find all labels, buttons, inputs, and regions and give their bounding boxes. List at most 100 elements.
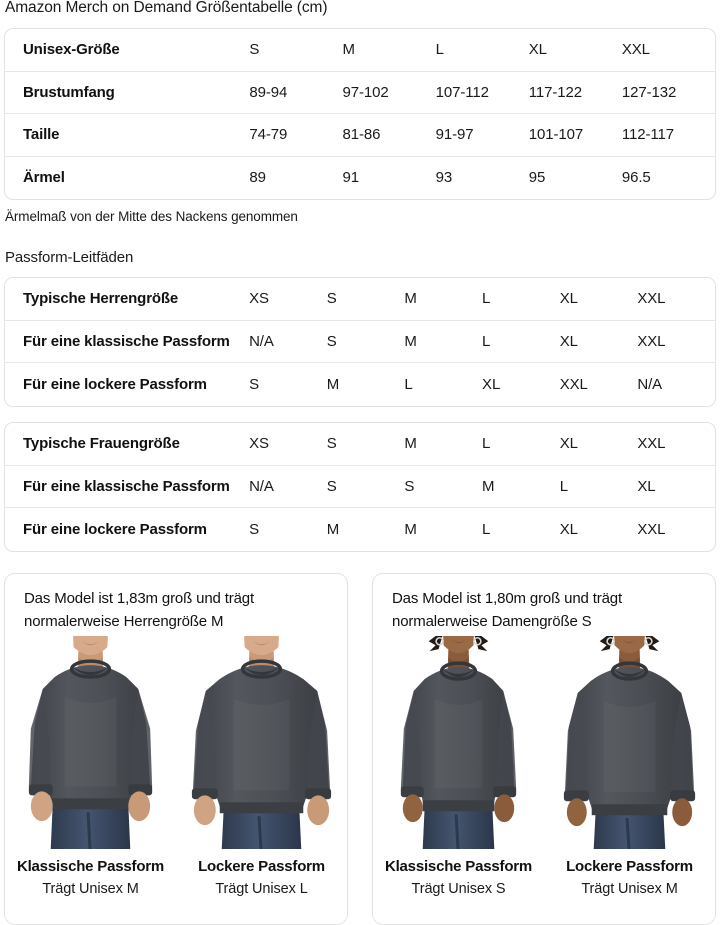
womens-classic-fit-label-group: Klassische Passform Trägt Unisex S bbox=[373, 856, 544, 900]
womens-fit-col-header: M bbox=[404, 435, 417, 453]
row-value: 101-107 bbox=[528, 126, 584, 144]
sizing-table-col-header: L bbox=[435, 41, 444, 59]
row-value: 95 bbox=[528, 169, 546, 187]
row-value: XL bbox=[559, 520, 578, 538]
womens-fit-col-header: XXL bbox=[637, 435, 666, 453]
row-value: M bbox=[326, 520, 340, 538]
row-label: Für eine lockere Passform bbox=[23, 375, 207, 393]
male-model-relaxed-figure bbox=[191, 636, 332, 849]
mens-fit-col-header: XL bbox=[559, 290, 578, 308]
row-value: 91 bbox=[342, 169, 360, 187]
womens-fit-col-header: XS bbox=[249, 435, 269, 453]
mens-model-photos bbox=[5, 636, 347, 849]
mens-classic-fit-photo bbox=[5, 636, 176, 849]
male-model-classic-figure bbox=[28, 636, 153, 849]
row-value: XL bbox=[637, 477, 656, 495]
row-label: Taille bbox=[23, 126, 60, 144]
row-value: S bbox=[249, 375, 259, 393]
womens-fit-col-header: L bbox=[482, 435, 491, 453]
row-value: 91-97 bbox=[435, 126, 474, 144]
row-value: N/A bbox=[637, 375, 663, 393]
row-value: 74-79 bbox=[249, 126, 288, 144]
table-header-row: Typische Herrengröße XS S M L XL XXL bbox=[5, 278, 715, 321]
table-row: Für eine klassische Passform N/A S S M L… bbox=[5, 466, 715, 508]
row-value: L bbox=[559, 477, 568, 495]
table-header-row: Typische Frauengröße XS S M L XL XXL bbox=[5, 423, 715, 466]
row-value: 127-132 bbox=[621, 83, 677, 101]
row-value: 89-94 bbox=[249, 83, 288, 101]
row-value: 81-86 bbox=[342, 126, 381, 144]
mens-fit-col-header: L bbox=[482, 290, 491, 308]
table-header-row: Unisex-Größe S M L XL XXL bbox=[5, 29, 715, 72]
row-value: 93 bbox=[435, 169, 453, 187]
fit-name: Klassische Passform bbox=[384, 858, 533, 875]
sizing-table-header-label: Unisex-Größe bbox=[23, 41, 120, 59]
womens-fit-col-header: XL bbox=[559, 435, 578, 453]
row-value: XL bbox=[482, 375, 501, 393]
female-model-relaxed-figure bbox=[563, 636, 696, 849]
row-value: M bbox=[326, 375, 340, 393]
row-value: M bbox=[482, 477, 495, 495]
womens-classic-fit-photo bbox=[373, 636, 544, 849]
fit-name: Lockere Passform bbox=[566, 858, 693, 875]
table-row: Brustumfang 89-94 97-102 107-112 117-122… bbox=[5, 72, 715, 114]
row-value: XXL bbox=[637, 332, 666, 350]
mens-fit-guide-table: Typische Herrengröße XS S M L XL XXL Für… bbox=[4, 277, 716, 407]
table-row: Für eine lockere Passform S M M L XL XXL bbox=[5, 508, 715, 551]
mens-fit-col-header: M bbox=[404, 290, 417, 308]
row-value: N/A bbox=[249, 332, 274, 350]
row-value: S bbox=[326, 477, 337, 495]
row-value: S bbox=[326, 332, 337, 350]
sizing-table-col-header: XXL bbox=[621, 41, 650, 59]
row-value: S bbox=[249, 520, 259, 538]
row-label: Für eine lockere Passform bbox=[23, 520, 207, 538]
sizing-table: Unisex-Größe S M L XL XXL Brustumfang 89… bbox=[4, 28, 716, 200]
row-value: 112-117 bbox=[621, 126, 674, 144]
womens-fit-labels: Klassische Passform Trägt Unisex S Locke… bbox=[373, 856, 715, 900]
row-value: S bbox=[404, 477, 415, 495]
mens-fit-table-header-label: Typische Herrengröße bbox=[23, 290, 179, 308]
row-value: 117-122 bbox=[528, 83, 582, 101]
mens-fit-col-header: XS bbox=[249, 290, 269, 308]
row-value: M bbox=[404, 520, 417, 538]
female-model-classic-figure bbox=[400, 636, 517, 849]
row-value: XXL bbox=[559, 375, 588, 393]
row-label: Ärmel bbox=[23, 169, 65, 187]
sizing-table-col-header: XL bbox=[528, 41, 547, 59]
table-row: Für eine klassische Passform N/A S M L X… bbox=[5, 321, 715, 363]
mens-classic-fit-label-group: Klassische Passform Trägt Unisex M bbox=[5, 856, 176, 900]
womens-fit-guide-table: Typische Frauengröße XS S M L XL XXL Für… bbox=[4, 422, 716, 552]
row-label: Für eine klassische Passform bbox=[23, 332, 230, 350]
row-label: Brustumfang bbox=[23, 83, 115, 101]
mens-fit-labels: Klassische Passform Trägt Unisex M Locke… bbox=[5, 856, 347, 900]
row-value: M bbox=[404, 332, 417, 350]
womens-model-card: Das Model ist 1,80m groß und trägt norma… bbox=[372, 573, 716, 925]
row-value: XL bbox=[559, 332, 578, 350]
row-value: XXL bbox=[637, 520, 666, 538]
table-row: Ärmel 89 91 93 95 96.5 bbox=[5, 157, 715, 200]
fit-wearing: Trägt Unisex M bbox=[581, 881, 678, 897]
row-value: L bbox=[482, 332, 491, 350]
table-row: Für eine lockere Passform S M L XL XXL N… bbox=[5, 363, 715, 406]
womens-relaxed-fit-label-group: Lockere Passform Trägt Unisex M bbox=[544, 856, 715, 900]
womens-model-photos bbox=[373, 636, 715, 849]
sizing-table-col-header: M bbox=[342, 41, 356, 59]
womens-relaxed-fit-photo bbox=[544, 636, 715, 849]
row-value: 96.5 bbox=[621, 169, 651, 187]
fit-name: Lockere Passform bbox=[198, 858, 325, 875]
sizing-table-col-header: S bbox=[249, 41, 260, 59]
mens-relaxed-fit-photo bbox=[176, 636, 347, 849]
row-value: 107-112 bbox=[435, 83, 489, 101]
mens-model-card: Das Model ist 1,83m groß und trägt norma… bbox=[4, 573, 348, 925]
womens-model-caption: Das Model ist 1,80m groß und trägt norma… bbox=[392, 590, 623, 630]
page-title: Amazon Merch on Demand Größentabelle (cm… bbox=[5, 0, 328, 16]
row-label: Für eine klassische Passform bbox=[23, 477, 230, 495]
fit-wearing: Trägt Unisex S bbox=[411, 881, 506, 897]
row-value: N/A bbox=[249, 477, 274, 495]
row-value: L bbox=[482, 520, 491, 538]
mens-model-caption: Das Model ist 1,83m groß und trägt norma… bbox=[24, 590, 255, 630]
mens-fit-col-header: S bbox=[326, 290, 337, 308]
row-value: 97-102 bbox=[342, 83, 389, 101]
fit-wearing: Trägt Unisex M bbox=[42, 881, 139, 897]
